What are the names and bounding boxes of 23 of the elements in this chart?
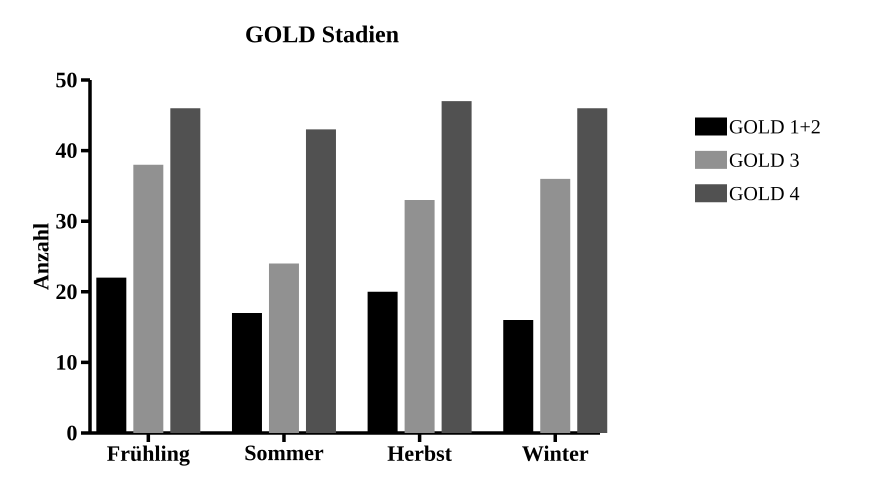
legend-label: GOLD 3 [730,154,799,167]
y-tick-label: 20 [56,284,77,300]
chart-title: GOLD Stadien [246,26,399,42]
bar [306,129,336,433]
bar [404,200,435,433]
legend-label: GOLD 4 [730,186,800,200]
y-tick-label: 50 [56,72,77,88]
y-tick-label: 10 [57,354,77,370]
bar [133,164,164,433]
x-tick-label: Herbst [388,446,452,462]
bar [170,108,200,433]
x-tick-label: Frühling [107,446,190,466]
bar [577,108,608,433]
bar [442,101,472,433]
bar [268,264,299,433]
y-axis-title: Anzahl [33,223,49,290]
x-tick-label: Winter [522,446,588,462]
bar [540,178,570,433]
y-tick-label: 30 [56,214,77,229]
legend-label: GOLD 1+2 [730,120,820,134]
y-tick-label: 0 [67,426,77,440]
x-tick-label: Sommer [245,446,324,460]
y-tick-label: 40 [56,143,77,158]
